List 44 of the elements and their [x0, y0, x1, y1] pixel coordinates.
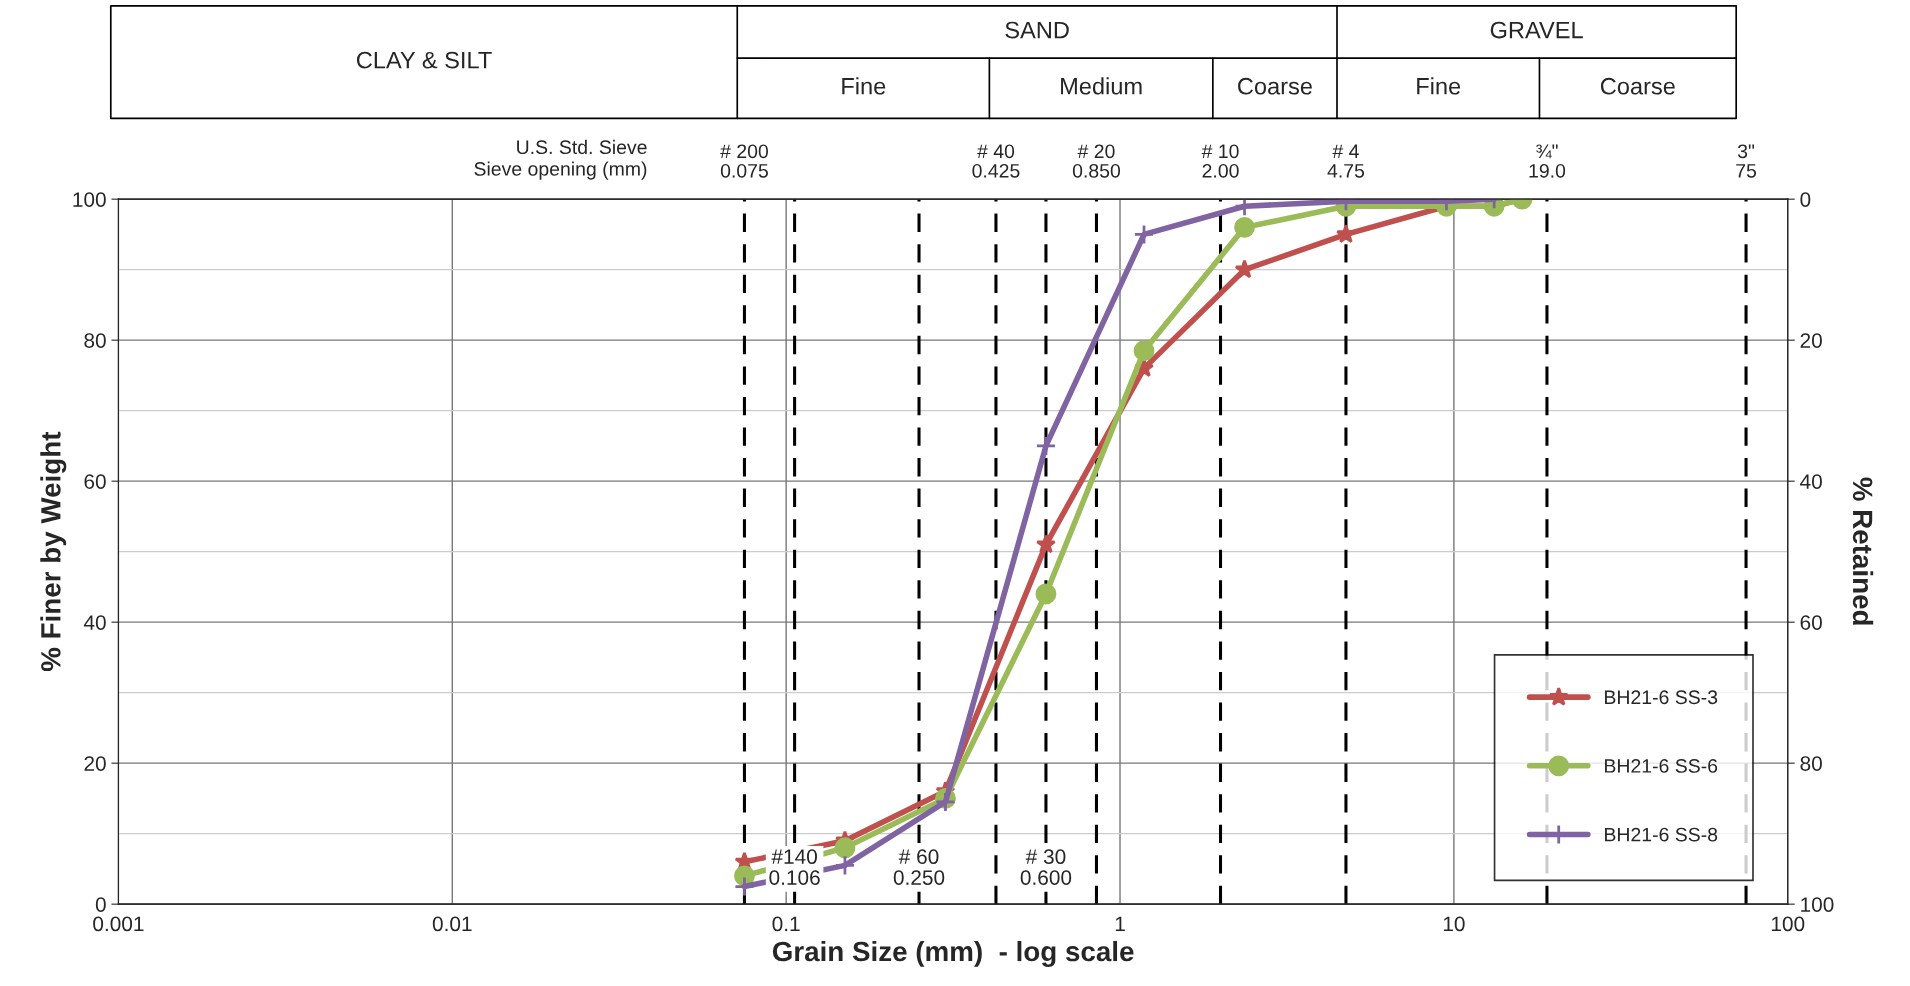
legend-label: BH21-6 SS-6 — [1605, 759, 1718, 773]
y2-tick-label: 60 — [1800, 615, 1822, 630]
text: U.S. Std. Sieve — [517, 139, 647, 155]
text: Coarse — [1238, 77, 1312, 95]
x-tick-label: 1 — [1115, 916, 1125, 932]
y2-tick-label: 80 — [1800, 756, 1822, 771]
annotation: # 30 0.600 — [1020, 849, 1072, 885]
y-axis-title: % Finer by Weight — [40, 431, 67, 672]
text: Fine — [1417, 77, 1461, 95]
text: SAND — [1005, 21, 1069, 39]
y2-tick-label: 20 — [1800, 333, 1822, 348]
x-tick-label: 10 — [1443, 916, 1465, 932]
legend-label: BH21-6 SS-3 — [1605, 690, 1718, 705]
text: Medium — [1061, 77, 1142, 95]
y-tick-label: 60 — [84, 474, 106, 489]
x-tick-label: 100 — [1771, 916, 1805, 932]
text: Sieve opening (mm) — [474, 161, 647, 180]
text: Fine — [842, 77, 886, 95]
annotation: # 60 0.250 — [893, 849, 945, 885]
ref-line-label: ¾" 19.0 — [1529, 144, 1566, 178]
y2-tick-label: 100 — [1801, 897, 1834, 912]
legend-label: BH21-6 SS-8 — [1605, 827, 1718, 842]
ref-line-label: # 40 0.425 — [972, 144, 1020, 178]
ref-line-label: # 10 2.00 — [1201, 144, 1239, 178]
annotation: #140 0.106 — [769, 849, 820, 885]
y2-tick-label: 0 — [1800, 192, 1811, 207]
y2-axis-title: % Retained — [1852, 477, 1874, 625]
x-tick-label: 0.1 — [772, 916, 800, 932]
y-tick-label: 40 — [83, 615, 106, 630]
text: Coarse — [1600, 77, 1675, 95]
x-axis-title: Grain Size (mm) - log scale — [772, 940, 1134, 967]
y-tick-label: 20 — [84, 756, 106, 771]
ref-line-label: # 200 0.075 — [720, 144, 769, 178]
ref-line-label: # 4 4.75 — [1327, 144, 1365, 178]
ref-line-label: # 20 0.850 — [1072, 144, 1121, 178]
x-tick-label: 0.001 — [93, 916, 144, 932]
y2-tick-label: 40 — [1800, 474, 1822, 489]
y-tick-label: 0 — [95, 897, 106, 912]
x-tick-label: 0.01 — [432, 916, 472, 932]
text: GRAVEL — [1490, 21, 1583, 39]
y-tick-label: 100 — [73, 192, 106, 207]
text: CLAY & SILT — [356, 51, 492, 69]
ref-line-label: 3" 75 — [1736, 144, 1757, 178]
y-tick-label: 80 — [84, 333, 106, 348]
